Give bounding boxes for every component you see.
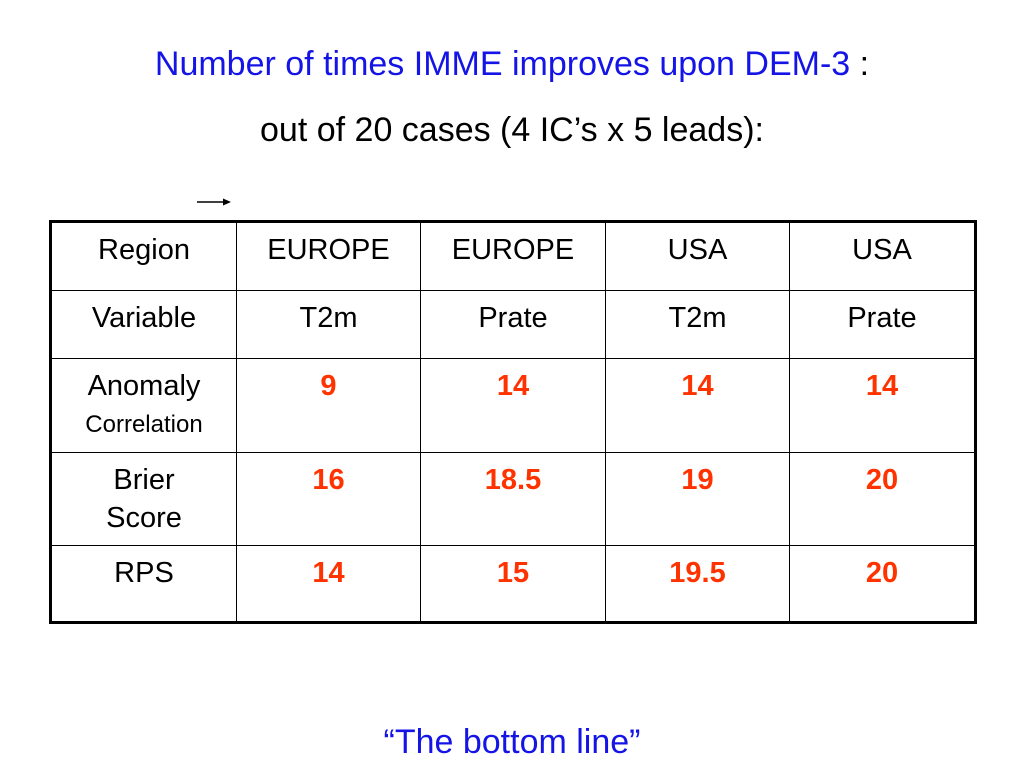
cell-variable-1: T2m (236, 290, 421, 359)
cell-region-3: USA (605, 221, 790, 291)
cell-rps-3: 19.5 (605, 545, 790, 623)
results-table: Region EUROPE EUROPE USA USA Variable T2… (49, 220, 977, 624)
row-label-variable: Variable (50, 290, 237, 359)
cell-anomaly-1: 9 (236, 358, 421, 453)
cell-variable-3: T2m (605, 290, 790, 359)
title-line-1: Number of times IMME improves upon DEM-3… (0, 42, 1024, 86)
cell-region-1: EUROPE (236, 221, 421, 291)
cell-rps-2: 15 (420, 545, 606, 623)
bottom-line-caption: “The bottom line” (383, 723, 641, 761)
cell-brier-1: 16 (236, 452, 421, 546)
row-label-correlation: Correlation (85, 411, 203, 438)
cell-variable-2: Prate (420, 290, 606, 359)
table-row-region: Region EUROPE EUROPE USA USA (50, 221, 976, 291)
cell-region-2: EUROPE (420, 221, 606, 291)
cell-brier-2: 18.5 (420, 452, 606, 546)
table-row-variable: Variable T2m Prate T2m Prate (50, 290, 976, 359)
row-label-anomaly-correlation: Anomaly Correlation (50, 358, 237, 453)
subtitle: out of 20 cases (4 IC’s x 5 leads): (260, 111, 764, 149)
row-label-brier-score: Brier Score (50, 452, 237, 546)
row-label-region: Region (50, 221, 237, 291)
row-label-score: Score (106, 502, 182, 534)
cell-variable-4: Prate (789, 290, 976, 359)
title-main: Number of times IMME improves upon DEM-3 (154, 45, 851, 83)
right-arrow-icon (197, 198, 231, 206)
table-row-rps: RPS 14 15 19.5 20 (50, 545, 976, 623)
row-label-brier: Brier (113, 464, 175, 496)
table-row-brier-score: Brier Score 16 18.5 19 20 (50, 452, 976, 546)
cell-brier-4: 20 (789, 452, 976, 546)
table-row-anomaly-correlation: Anomaly Correlation 9 14 14 14 (50, 358, 976, 453)
title-suffix: : (850, 45, 870, 83)
row-label-anomaly: Anomaly (87, 370, 201, 402)
cell-rps-4: 20 (789, 545, 976, 623)
row-label-rps: RPS (50, 545, 237, 623)
cell-brier-3: 19 (605, 452, 790, 546)
cell-anomaly-4: 14 (789, 358, 976, 453)
cell-rps-1: 14 (236, 545, 421, 623)
cell-anomaly-2: 14 (420, 358, 606, 453)
cell-region-4: USA (789, 221, 976, 291)
cell-anomaly-3: 14 (605, 358, 790, 453)
